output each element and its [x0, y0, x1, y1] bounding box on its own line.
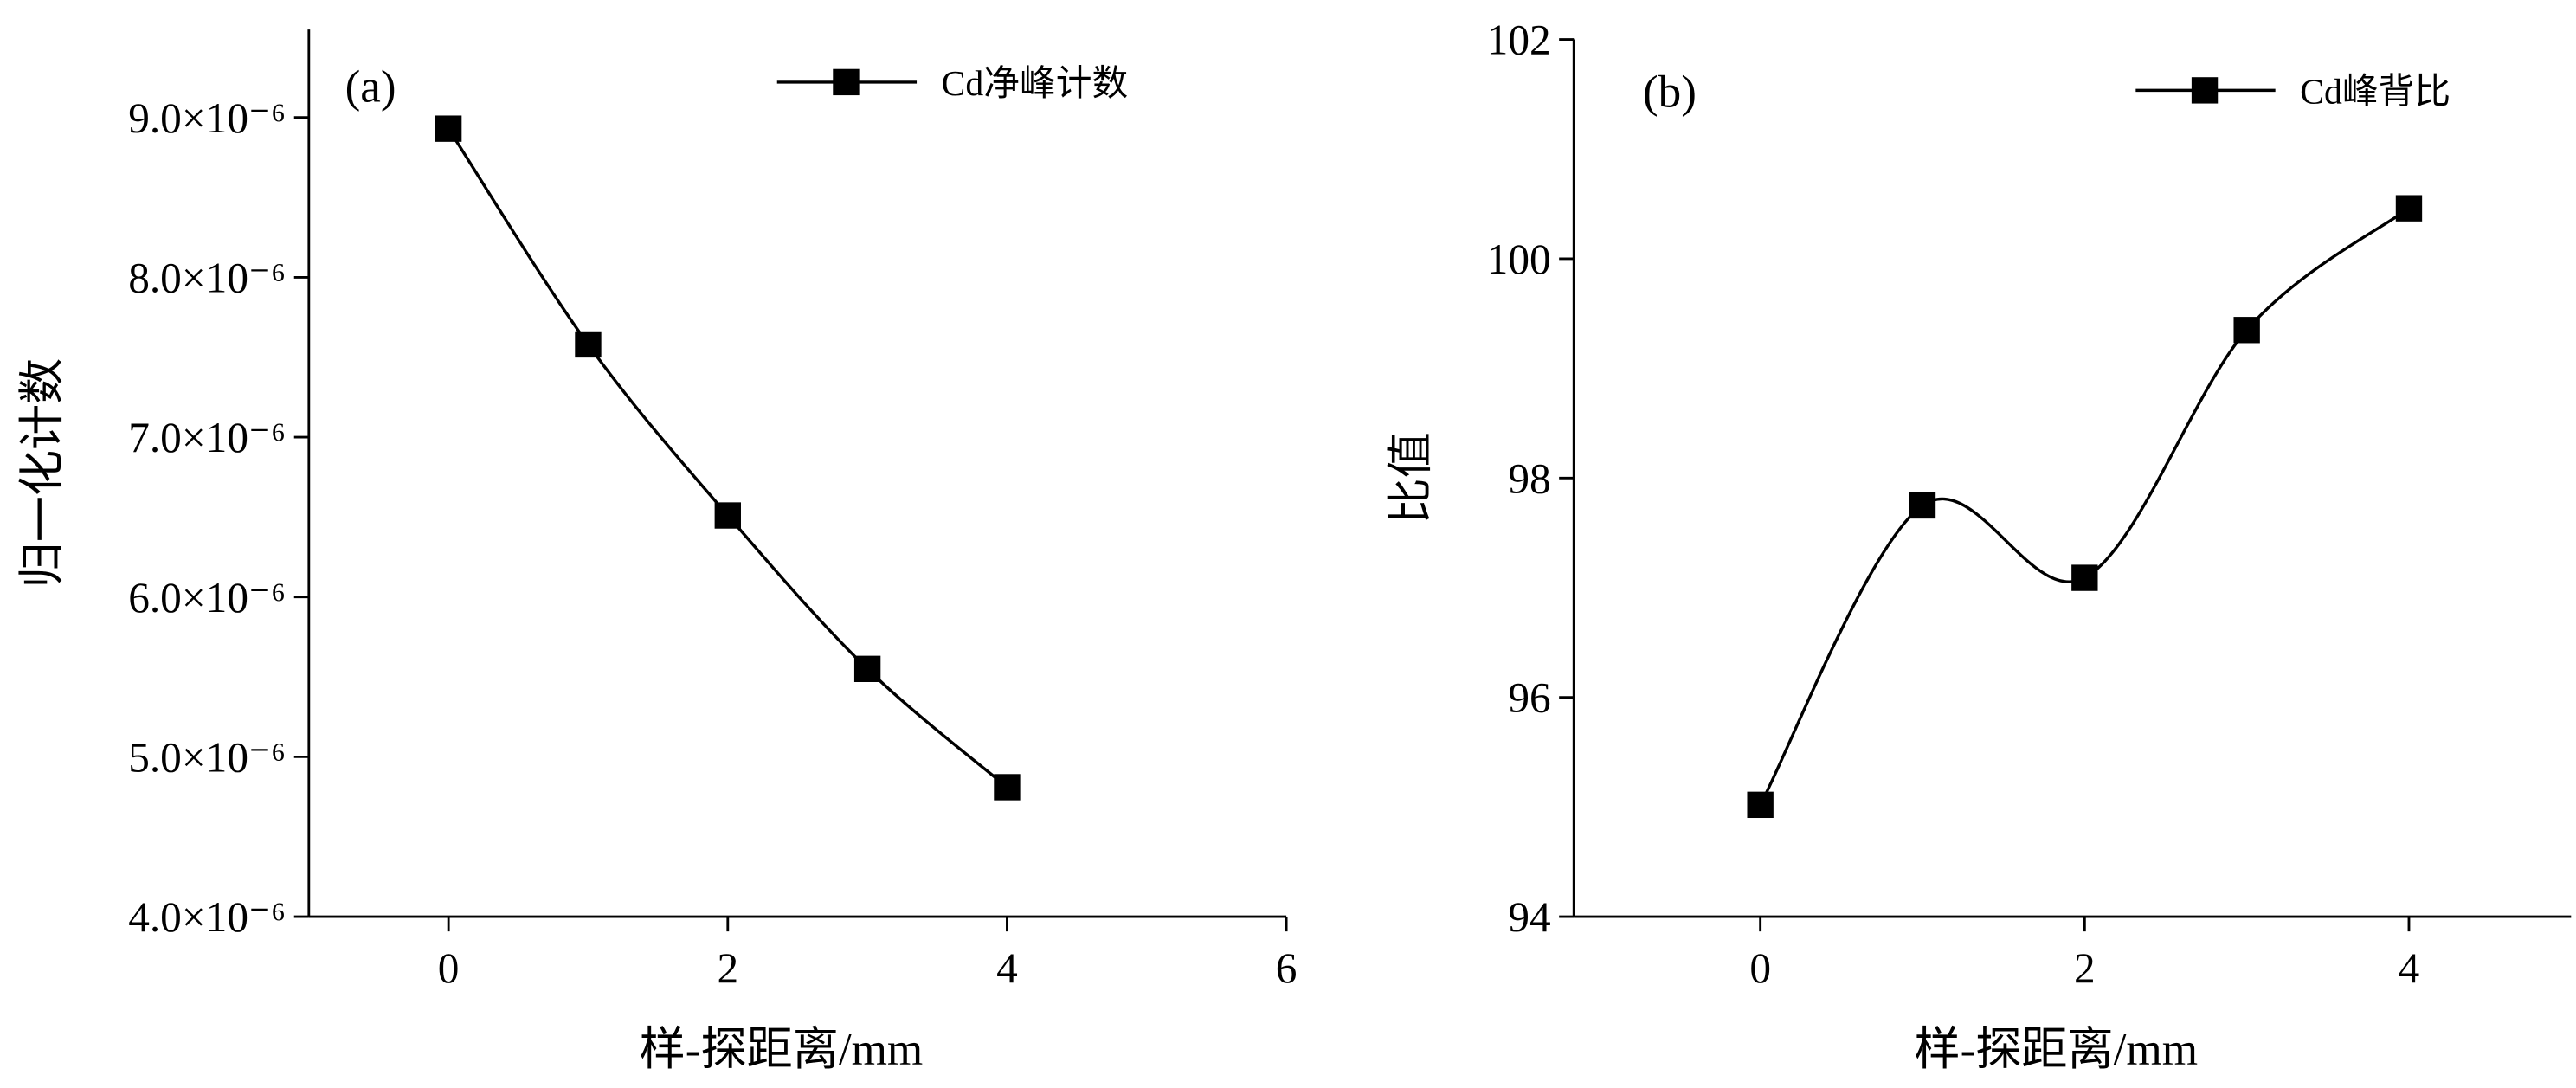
legend-marker	[833, 68, 860, 96]
series-line	[447, 127, 1008, 789]
data-point	[994, 774, 1021, 801]
data-point	[575, 331, 602, 358]
x-tick-label: 0	[438, 944, 460, 992]
data-point	[2071, 564, 2098, 591]
data-point	[2233, 317, 2260, 344]
y-tick-label: 7.0×10⁻⁶	[128, 414, 286, 461]
y-tick-label: 100	[1487, 235, 1551, 283]
x-axis-label: 样-探距离/mm	[640, 1025, 924, 1075]
y-tick-label: 5.0×10⁻⁶	[128, 733, 286, 781]
legend-label: Cd峰背比	[2300, 73, 2450, 113]
x-tick-label: 6	[1276, 944, 1298, 992]
x-tick-label: 2	[717, 944, 738, 992]
x-tick-label: 4	[2399, 944, 2420, 992]
data-point	[1747, 791, 1774, 819]
y-tick-label: 6.0×10⁻⁶	[128, 574, 286, 621]
x-axis-label: 样-探距离/mm	[1914, 1025, 2198, 1075]
legend-marker	[2191, 77, 2219, 104]
data-point	[714, 502, 741, 529]
y-axis-label: 比值	[1386, 432, 1436, 524]
y-tick-label: 4.0×10⁻⁶	[128, 893, 286, 941]
y-tick-label: 98	[1508, 454, 1550, 502]
legend-label: Cd净峰计数	[942, 64, 1129, 104]
series-line	[1759, 207, 2411, 806]
x-tick-label: 2	[2074, 944, 2096, 992]
data-point	[853, 655, 881, 683]
y-tick-label: 102	[1487, 16, 1551, 64]
y-tick-label: 8.0×10⁻⁶	[128, 254, 286, 301]
y-tick-label: 9.0×10⁻⁶	[128, 94, 286, 142]
y-tick-label: 96	[1508, 674, 1550, 722]
data-point	[435, 115, 462, 142]
panel-label: (a)	[345, 62, 396, 113]
y-axis-label: 归一化计数	[17, 358, 68, 589]
x-tick-label: 4	[996, 944, 1018, 992]
panel-label: (b)	[1643, 67, 1697, 117]
data-point	[2395, 195, 2423, 222]
x-tick-label: 0	[1749, 944, 1771, 992]
y-tick-label: 94	[1508, 893, 1550, 941]
data-point	[1909, 492, 1936, 519]
